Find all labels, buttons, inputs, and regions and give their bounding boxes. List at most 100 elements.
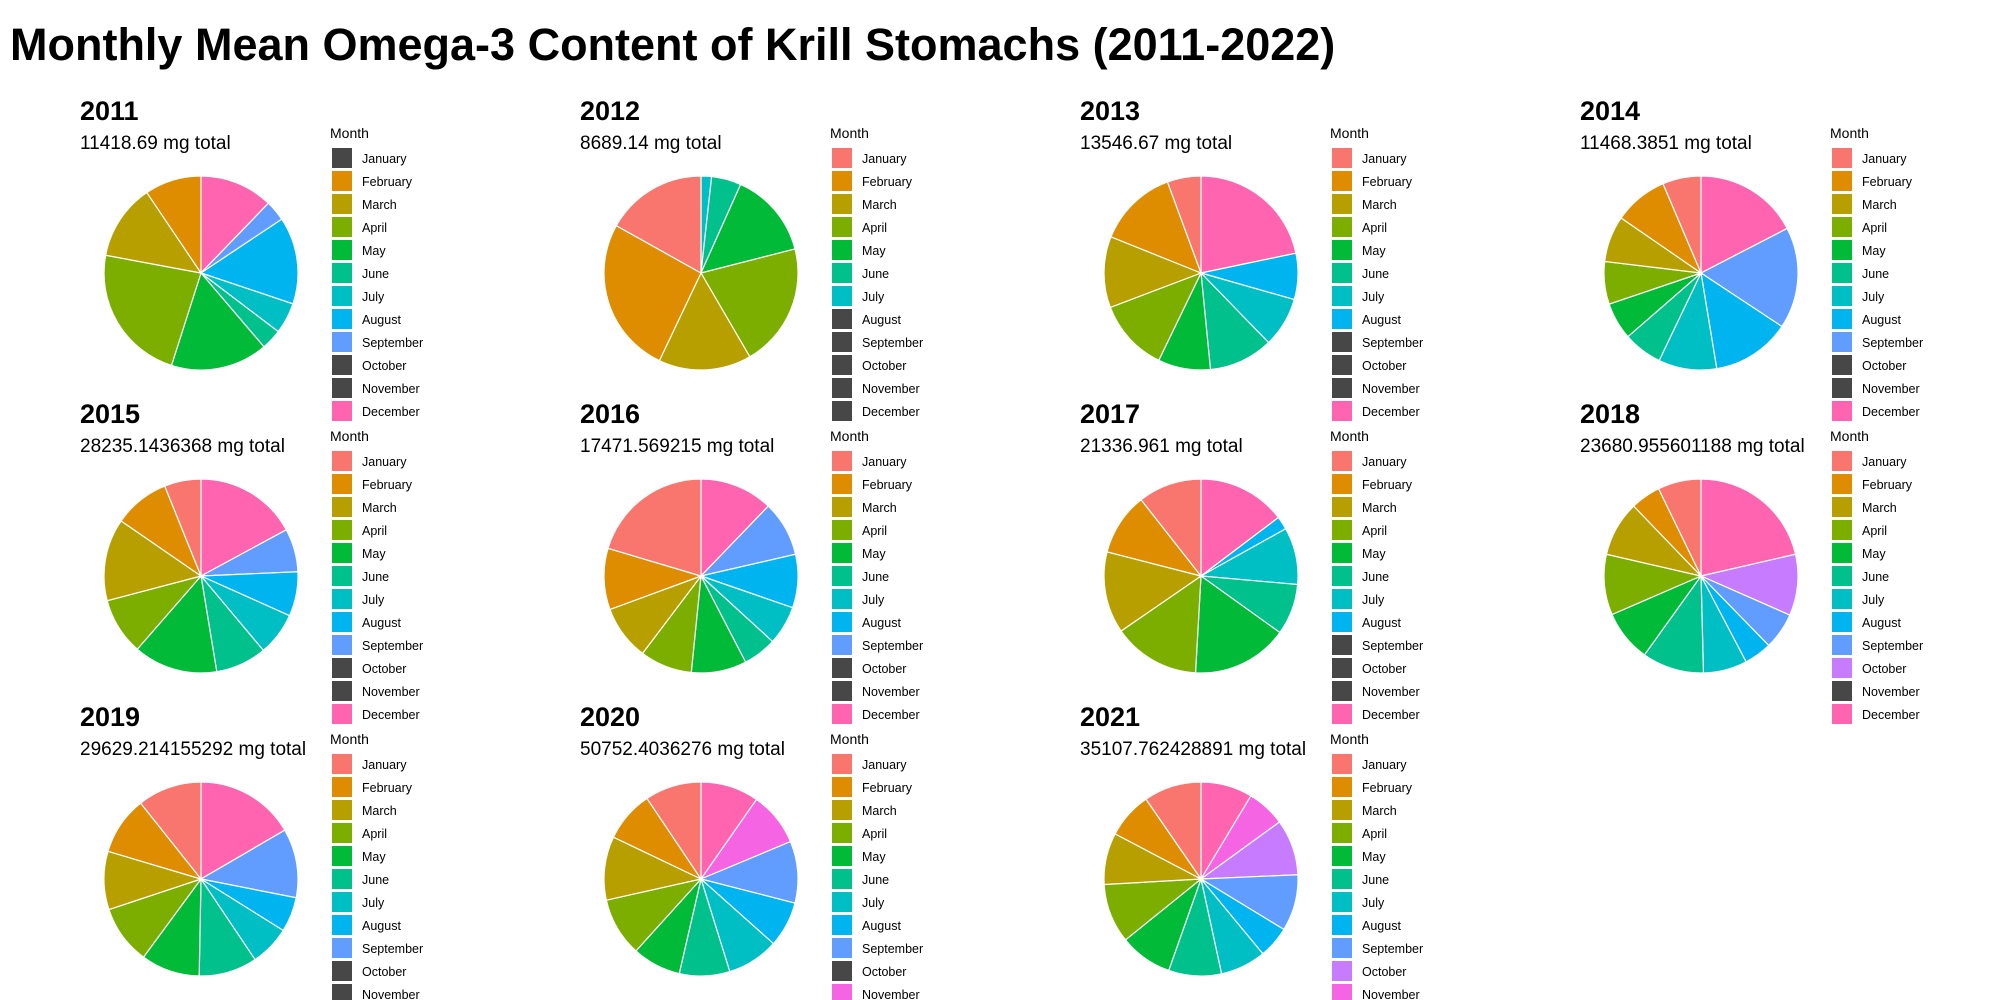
- panel-year: 2017: [1080, 399, 1140, 429]
- pie-slice-may: [699, 183, 796, 274]
- panel-total: 28235.1436368 mg total: [80, 436, 285, 457]
- legend-label-september: September: [862, 336, 923, 350]
- legend-swatch-august: [832, 915, 852, 935]
- legend: Month January February March April May June Jul…: [830, 125, 923, 421]
- legend-label-april: April: [1862, 524, 1887, 538]
- pie-slice-september: [199, 829, 299, 899]
- legend-label-november: November: [362, 382, 420, 396]
- legend-label-october: October: [1362, 359, 1406, 373]
- legend-swatch-august: [1332, 915, 1352, 935]
- legend-title: Month: [830, 731, 869, 747]
- legend-title: Month: [830, 428, 869, 444]
- legend-swatch-november: [832, 378, 852, 398]
- legend-swatch-january: [1332, 148, 1352, 168]
- legend-swatch-november: [332, 984, 352, 1000]
- legend-swatch-may: [332, 846, 352, 866]
- legend-swatch-february: [332, 474, 352, 494]
- legend-label-march: March: [862, 198, 897, 212]
- pie-panel-2014: 2014 11468.3851 mg total Month January Febru…: [1580, 96, 1923, 421]
- pie-slice-may: [136, 574, 218, 674]
- legend-label-april: April: [362, 524, 387, 538]
- legend-swatch-october: [1832, 658, 1852, 678]
- legend-label-october: October: [362, 965, 406, 979]
- pie-slice-december: [200, 175, 270, 275]
- legend-label-july: July: [1362, 896, 1385, 910]
- legend-swatch-august: [332, 309, 352, 329]
- legend-label-may: May: [362, 244, 386, 258]
- legend-swatch-august: [832, 309, 852, 329]
- legend-label-january: January: [1362, 152, 1407, 166]
- legend-swatch-june: [332, 263, 352, 283]
- panel-total: 13546.67 mg total: [1080, 133, 1232, 154]
- legend-swatch-february: [1832, 171, 1852, 191]
- legend-label-february: February: [1362, 478, 1413, 492]
- legend-swatch-june: [832, 263, 852, 283]
- legend-label-august: August: [862, 616, 901, 630]
- legend-label-july: July: [862, 593, 885, 607]
- legend-swatch-march: [1332, 497, 1352, 517]
- legend-swatch-february: [832, 777, 852, 797]
- legend: Month January February March April May June Jul…: [1330, 428, 1423, 724]
- legend-label-february: February: [862, 478, 913, 492]
- legend-label-september: September: [362, 639, 423, 653]
- legend-label-february: February: [1362, 781, 1413, 795]
- panel-total: 17471.569215 mg total: [580, 436, 774, 457]
- legend-swatch-may: [832, 240, 852, 260]
- legend-title: Month: [1830, 125, 1869, 141]
- legend-label-august: August: [1362, 919, 1401, 933]
- legend-label-march: March: [1362, 501, 1397, 515]
- legend-label-july: July: [362, 896, 385, 910]
- legend-label-may: May: [1362, 850, 1386, 864]
- legend-swatch-march: [832, 497, 852, 517]
- legend-label-january: January: [362, 758, 407, 772]
- legend-label-december: December: [1862, 405, 1920, 419]
- legend-swatch-may: [832, 846, 852, 866]
- legend-swatch-december: [332, 704, 352, 724]
- legend-label-november: November: [362, 988, 420, 1000]
- legend-swatch-october: [1332, 961, 1352, 981]
- legend-label-march: March: [1362, 804, 1397, 818]
- legend-label-june: June: [362, 873, 389, 887]
- legend-label-april: April: [362, 221, 387, 235]
- pie-slice-january: [139, 781, 202, 881]
- pie-slice-december: [1700, 175, 1788, 274]
- panel-total: 21336.961 mg total: [1080, 436, 1243, 457]
- panel-year: 2016: [580, 399, 640, 429]
- legend-swatch-october: [832, 658, 852, 678]
- pie-panel-2012: 2012 8689.14 mg total Month January February…: [580, 96, 923, 421]
- legend-swatch-april: [1332, 823, 1352, 843]
- legend-label-september: September: [1862, 639, 1923, 653]
- pie-slice-january: [1657, 478, 1702, 577]
- legend-label-february: February: [1362, 175, 1413, 189]
- pie-panel-2021: 2021 35107.762428891 mg total Month January…: [1080, 702, 1423, 1000]
- pie-slice-february: [145, 175, 202, 275]
- legend-swatch-july: [1832, 286, 1852, 306]
- legend-label-june: June: [1862, 267, 1889, 281]
- legend-swatch-august: [1332, 612, 1352, 632]
- legend-swatch-february: [332, 171, 352, 191]
- legend-title: Month: [1330, 731, 1369, 747]
- legend-label-january: January: [1362, 758, 1407, 772]
- legend-swatch-march: [832, 194, 852, 214]
- legend-swatch-january: [1332, 451, 1352, 471]
- legend-label-november: November: [1362, 685, 1420, 699]
- legend-swatch-june: [1832, 263, 1852, 283]
- legend-label-june: June: [862, 873, 889, 887]
- pie-slice-december: [200, 781, 286, 881]
- legend-swatch-may: [1332, 543, 1352, 563]
- legend-swatch-june: [1332, 263, 1352, 283]
- legend-label-august: August: [1362, 616, 1401, 630]
- legend: Month January February March April May June Jul…: [1330, 731, 1423, 1000]
- legend-swatch-march: [832, 800, 852, 820]
- legend-swatch-february: [1332, 171, 1352, 191]
- legend-label-march: March: [1362, 198, 1397, 212]
- legend-label-november: November: [862, 685, 920, 699]
- panel-year: 2011: [80, 96, 139, 126]
- legend: Month January February March April May June Jul…: [830, 428, 923, 724]
- legend-label-june: June: [862, 570, 889, 584]
- legend-label-october: October: [1362, 662, 1406, 676]
- legend-label-march: March: [362, 198, 397, 212]
- legend-label-june: June: [362, 570, 389, 584]
- legend-label-july: July: [362, 290, 385, 304]
- legend-swatch-july: [1332, 286, 1352, 306]
